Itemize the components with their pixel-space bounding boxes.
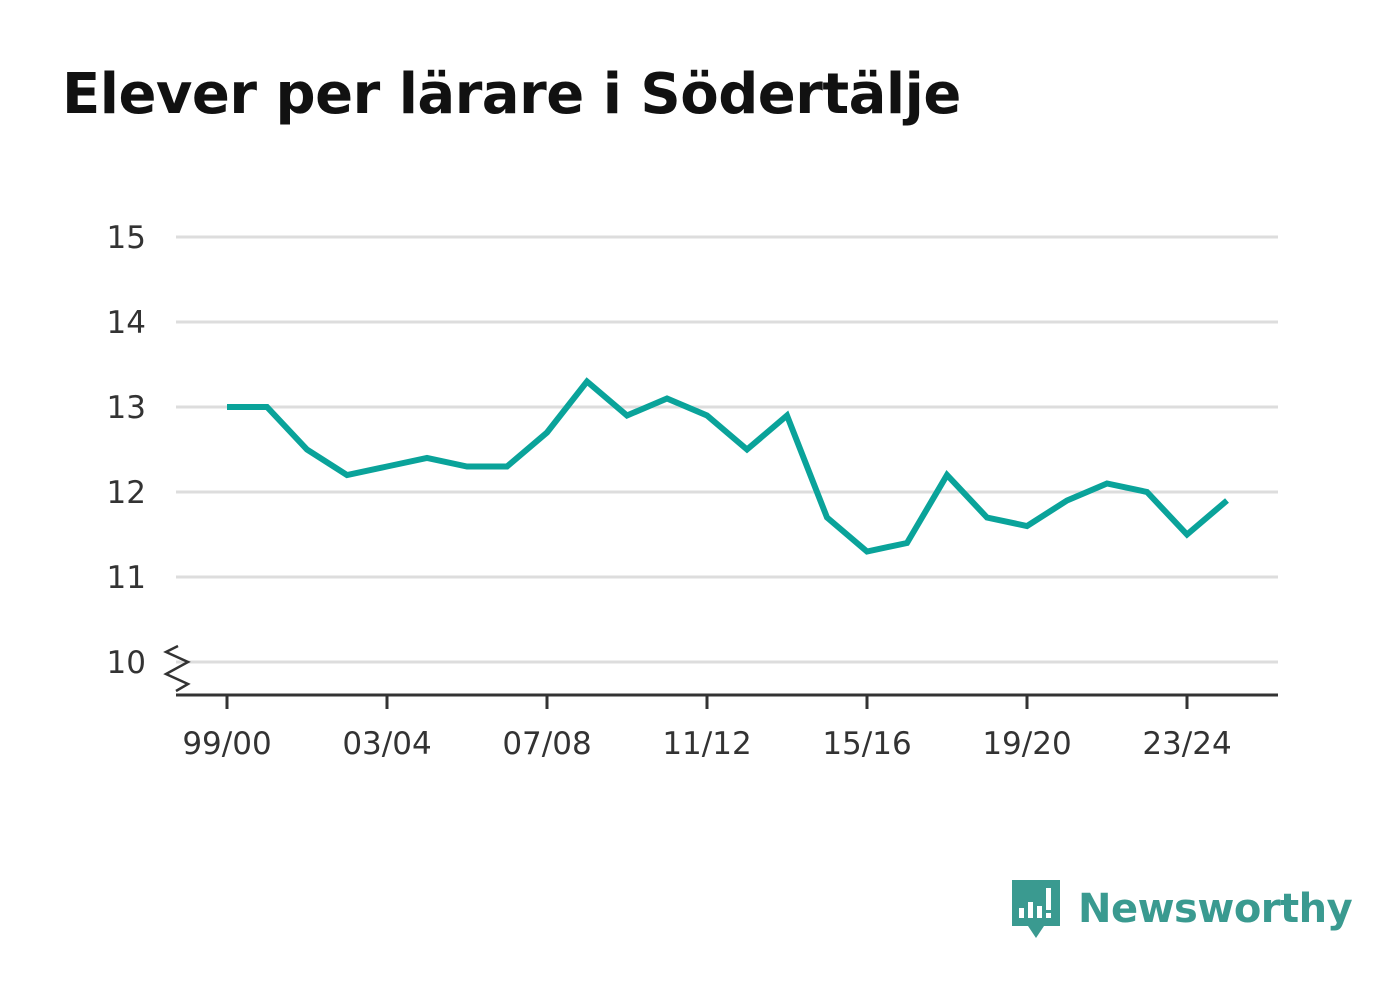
x-tick-label: 07/08 <box>502 726 591 762</box>
gridlines <box>176 235 1278 664</box>
x-tick-label: 19/20 <box>982 726 1071 762</box>
y-tick-label: 15 <box>107 220 146 256</box>
axis-break-mark <box>163 644 191 693</box>
y-axis-ticks: 15 14 13 12 11 10 <box>107 220 191 693</box>
x-tick-label: 11/12 <box>662 726 751 762</box>
y-tick-label: 14 <box>107 305 146 341</box>
newsworthy-logo: Newsworthy <box>1010 878 1353 940</box>
x-axis: 99/00 03/04 07/08 11/12 15/16 19/20 23/24 <box>176 693 1278 762</box>
x-tick-label: 03/04 <box>342 726 431 762</box>
x-tick-label: 23/24 <box>1142 726 1231 762</box>
brand-name: Newsworthy <box>1078 886 1353 932</box>
chart-title: Elever per lärare i Södertälje <box>62 62 961 127</box>
series-line <box>227 377 1229 555</box>
y-tick-label: 10 <box>107 645 146 681</box>
y-tick-label: 13 <box>107 390 146 426</box>
x-tick-label: 99/00 <box>182 726 271 762</box>
newsworthy-logo-icon <box>1012 880 1060 938</box>
y-tick-label: 12 <box>107 475 146 511</box>
x-tick-label: 15/16 <box>822 726 911 762</box>
series-group <box>227 377 1229 555</box>
y-tick-label: 11 <box>107 560 146 596</box>
